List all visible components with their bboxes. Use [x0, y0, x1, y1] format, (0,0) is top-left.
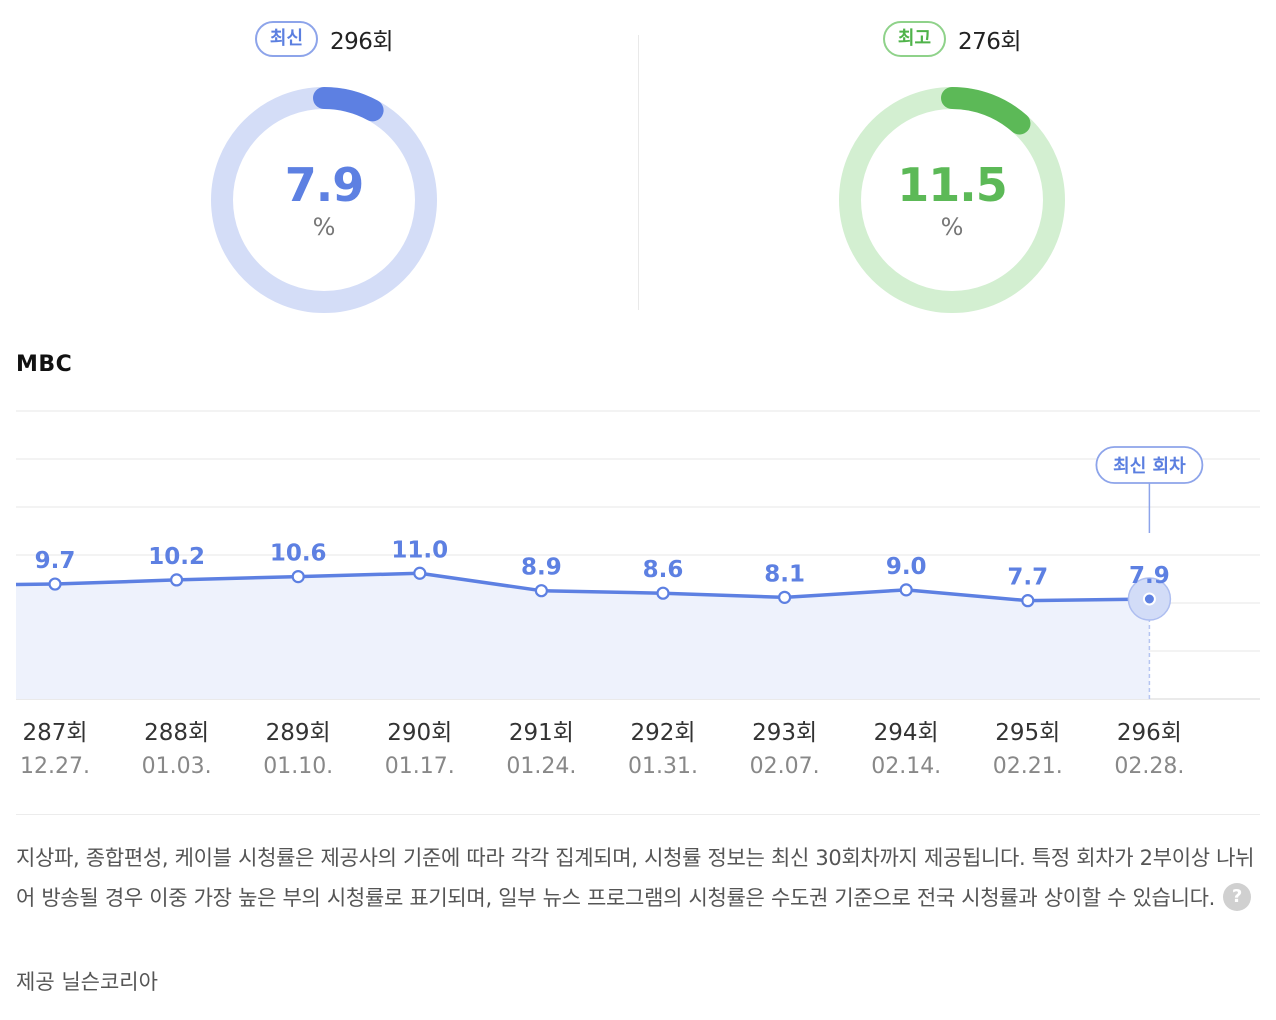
best-ring-gauge	[839, 87, 1065, 313]
best-header: 최고 276회	[802, 20, 1102, 58]
latest-rating-value: 7.9	[284, 158, 364, 212]
data-source: 제공 닐슨코리아	[16, 970, 158, 994]
x-tick-date: 02.07.	[750, 754, 820, 779]
data-point[interactable]	[413, 566, 427, 580]
callout-label: 최신 회차	[1113, 456, 1186, 477]
latest-ring-text: 7.9 %	[200, 76, 448, 324]
rating-notice: 지상파, 종합편성, 케이블 시청률은 제공사의 기준에 따라 각각 집계되며,…	[16, 838, 1256, 918]
x-tick-date: 01.03.	[142, 754, 212, 779]
data-label: 8.1	[764, 561, 805, 587]
data-point[interactable]	[170, 573, 184, 587]
data-label: 8.6	[643, 557, 684, 583]
x-tick-date: 01.31.	[628, 754, 698, 779]
data-point[interactable]	[48, 577, 62, 591]
section-divider	[16, 814, 1260, 815]
rating-trend-chart: 9.7 10.2 10.6 11.0 8.9 8.6 8.1 9.0 7.7 7.9 최신 회차 28…	[15, 410, 1260, 779]
data-point[interactable]	[656, 586, 670, 600]
x-tick-date: 12.27.	[20, 754, 90, 779]
data-point[interactable]	[1142, 592, 1156, 606]
x-tick-episode: 287회	[22, 720, 87, 746]
x-tick-episode: 294회	[874, 720, 939, 746]
x-tick-episode: 290회	[387, 720, 452, 746]
area-fill	[16, 573, 1150, 699]
summary-divider	[638, 35, 639, 310]
ring-progress	[839, 87, 1065, 313]
best-ring-text: 11.5 %	[828, 76, 1076, 324]
latest-rating: 최신 296회 7.9 %	[174, 0, 474, 330]
x-tick-date: 02.21.	[993, 754, 1063, 779]
data-point[interactable]	[899, 583, 913, 597]
best-rating-value: 11.5	[897, 158, 1007, 212]
latest-rating-unit: %	[312, 213, 336, 241]
ring-progress	[211, 87, 437, 313]
best-episode: 276회	[958, 29, 1022, 55]
data-label: 9.0	[886, 554, 927, 580]
x-tick-episode: 292회	[630, 720, 695, 746]
latest-badge: 최신	[254, 21, 319, 57]
data-label: 7.9	[1129, 563, 1170, 589]
x-tick-date: 01.24.	[506, 754, 576, 779]
notice-text: 지상파, 종합편성, 케이블 시청률은 제공사의 기준에 따라 각각 집계되며,…	[16, 846, 1255, 910]
rating-summary: 최신 296회 7.9 % 최고 276회 11.5 %	[0, 0, 1276, 330]
help-icon[interactable]: ?	[1223, 883, 1251, 911]
data-label: 7.7	[1007, 565, 1048, 591]
x-tick-episode: 293회	[752, 720, 817, 746]
best-badge: 최고	[882, 21, 947, 57]
x-tick-date: 02.28.	[1114, 754, 1184, 779]
data-point[interactable]	[777, 590, 792, 604]
x-tick-episode: 295회	[995, 720, 1060, 746]
latest-header: 최신 296회	[174, 20, 474, 58]
data-label: 9.7	[35, 548, 76, 574]
latest-episode: 296회	[330, 29, 394, 55]
data-label: 10.6	[270, 541, 327, 567]
x-tick-date: 01.10.	[263, 754, 333, 779]
data-label: 11.0	[391, 537, 448, 563]
data-label: 10.2	[148, 544, 205, 570]
x-tick-episode: 296회	[1117, 720, 1182, 746]
x-tick-date: 01.17.	[385, 754, 455, 779]
x-tick-episode: 288회	[144, 720, 209, 746]
latest-episode-callout	[1095, 446, 1204, 484]
channel-name: MBC	[16, 352, 73, 377]
latest-ring-gauge	[211, 87, 437, 313]
data-point[interactable]	[534, 584, 549, 598]
x-tick-date: 02.14.	[871, 754, 941, 779]
data-point[interactable]	[1021, 594, 1035, 608]
best-rating-unit: %	[940, 213, 964, 241]
x-tick-episode: 289회	[266, 720, 331, 746]
best-rating: 최고 276회 11.5 %	[802, 0, 1102, 330]
x-tick-episode: 291회	[509, 720, 574, 746]
data-label: 8.9	[521, 555, 562, 581]
data-point[interactable]	[291, 569, 305, 584]
